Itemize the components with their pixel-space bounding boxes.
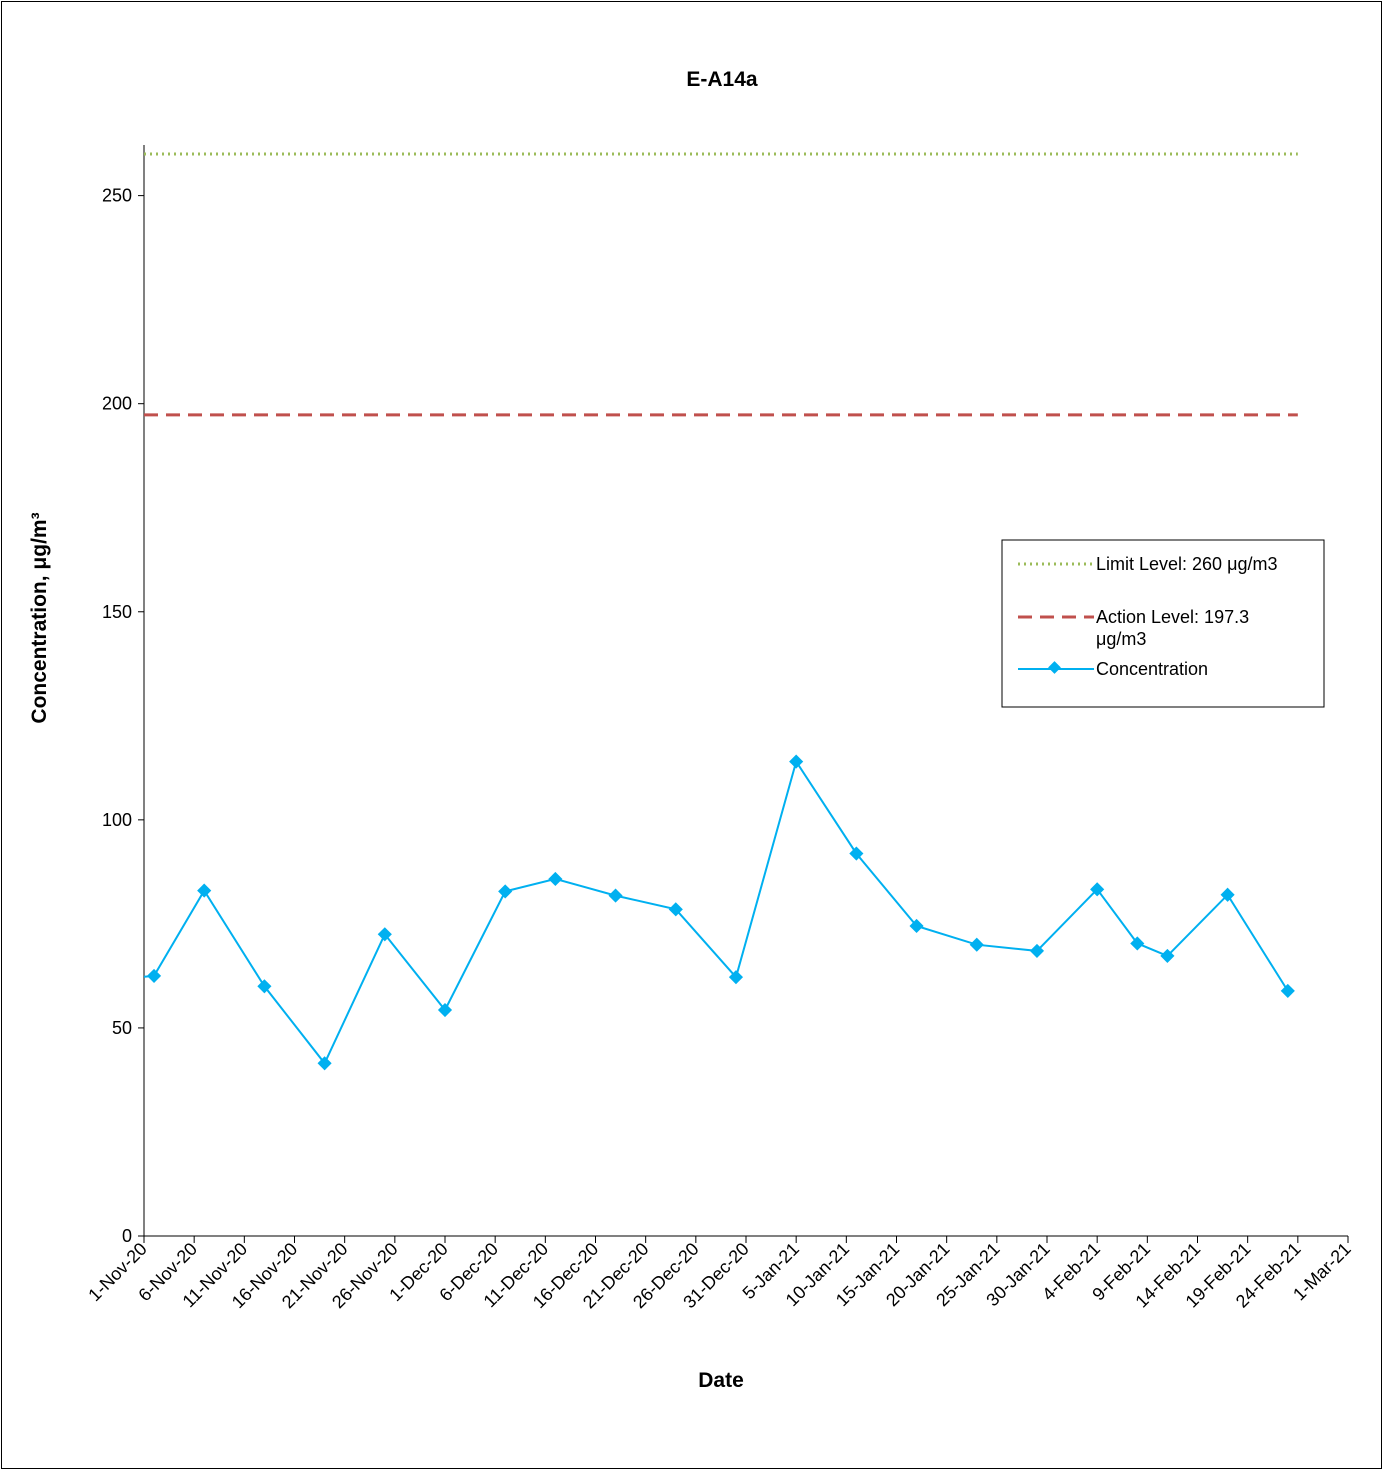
concentration-point (377, 927, 392, 942)
legend-limit-label: Limit Level: 260 μg/m3 (1096, 554, 1277, 574)
y-tick-label: 0 (122, 1226, 132, 1246)
concentration-point (437, 1002, 453, 1018)
y-axis-title: Concentration, μg/m³ (28, 512, 51, 723)
concentration-point (1130, 936, 1145, 951)
concentration-point (789, 754, 804, 769)
concentration-point (849, 846, 864, 861)
concentration-point (317, 1056, 332, 1071)
legend-concentration-label: Concentration (1096, 659, 1208, 679)
concentration-point (1029, 943, 1045, 959)
concentration-point (1160, 948, 1175, 963)
x-axis-title: Date (698, 1369, 744, 1392)
legend-action-label-line2: μg/m3 (1096, 629, 1146, 649)
concentration-point (548, 871, 563, 887)
concentration-point (146, 968, 162, 983)
concentration-point (728, 970, 744, 985)
legend-box (1001, 539, 1325, 708)
legend-action-label: Action Level: 197.3 μg/m3 (1096, 607, 1254, 649)
concentration-point (668, 902, 683, 917)
y-tick-label: 100 (102, 810, 132, 830)
concentration-point (257, 979, 272, 994)
concentration-point (969, 937, 984, 952)
y-tick-label: 250 (102, 186, 132, 206)
y-tick-label: 200 (102, 394, 132, 414)
legend: Limit Level: 260 μg/m3 Action Level: 197… (1001, 539, 1325, 708)
concentration-point (1220, 887, 1235, 902)
y-tick-label: 150 (102, 602, 132, 622)
concentration-point (1280, 983, 1295, 998)
concentration-point (1090, 882, 1105, 897)
concentration-point (498, 884, 513, 899)
plot-area: 0501001502002501-Nov-206-Nov-2011-Nov-20… (84, 145, 1355, 1312)
concentration-line (143, 759, 1289, 1066)
concentration-point (608, 888, 623, 903)
legend-action-label-line1: Action Level: 197.3 (1096, 607, 1249, 627)
concentration-point (197, 883, 212, 898)
y-tick-label: 50 (112, 1018, 132, 1038)
concentration-point (909, 918, 924, 934)
chart-title: E-A14a (686, 68, 758, 91)
